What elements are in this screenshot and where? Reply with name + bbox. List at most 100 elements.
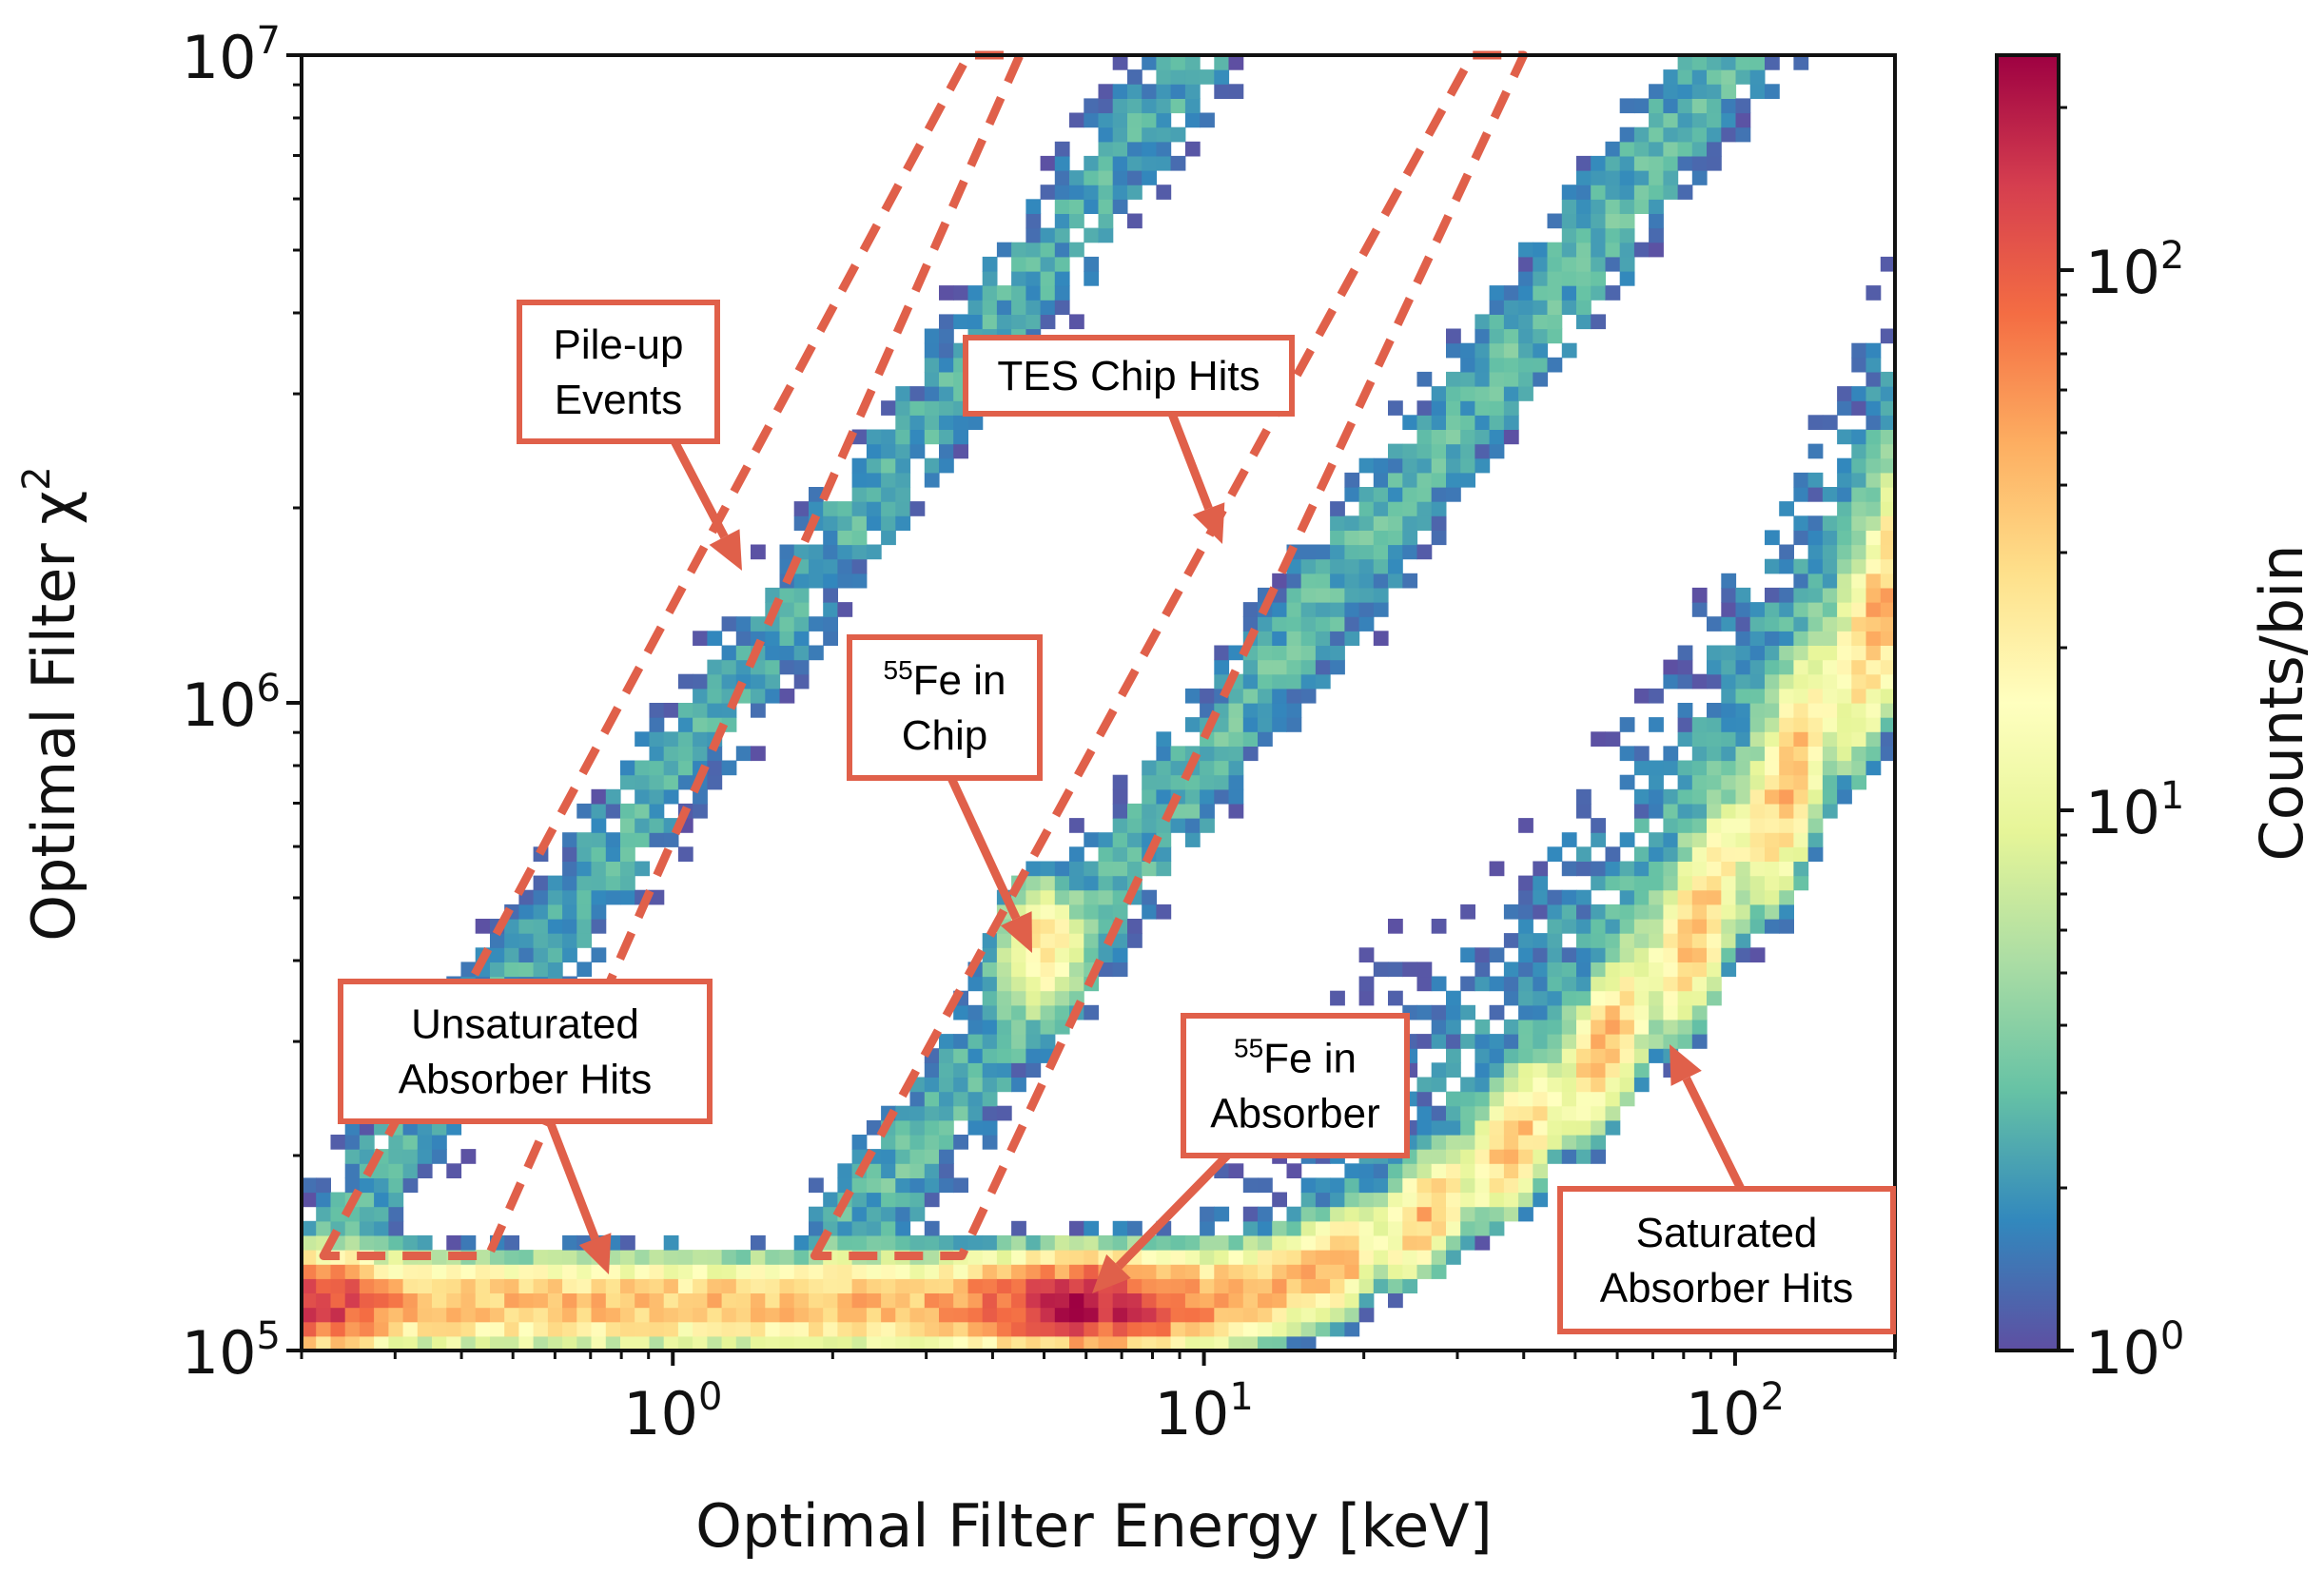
heatmap-cell (953, 1062, 968, 1078)
heatmap-cell (1518, 1177, 1533, 1194)
heatmap-cell (1633, 1048, 1650, 1063)
heatmap-cell (735, 631, 752, 646)
heatmap-cell (446, 1278, 462, 1293)
heatmap-cell (996, 1019, 1012, 1035)
heatmap-cell (1518, 889, 1533, 905)
heatmap-cell (1025, 1292, 1042, 1309)
heatmap-cell (1170, 1278, 1186, 1293)
fe55-in-absorber-box (1181, 1013, 1410, 1158)
heatmap-cell (1474, 976, 1491, 992)
heatmap-cell (1184, 1264, 1201, 1279)
heatmap-cell (1765, 602, 1780, 617)
heatmap-cell (1446, 1062, 1461, 1078)
heatmap-cell (1807, 515, 1824, 531)
heatmap-cell (765, 673, 781, 690)
heatmap-cell (417, 1307, 433, 1323)
heatmap-cell (1837, 760, 1852, 776)
heatmap-cell (1373, 1192, 1389, 1208)
heatmap-cell (1807, 673, 1824, 690)
heatmap-cell (1591, 155, 1606, 171)
heatmap-cell (446, 1234, 462, 1251)
heatmap-cell (779, 1250, 795, 1265)
heatmap-cell (909, 1292, 926, 1309)
heatmap-cell (1315, 558, 1331, 574)
heatmap-cell (1388, 457, 1403, 474)
heatmap-cell (547, 962, 563, 978)
heatmap-cell (1605, 227, 1621, 243)
heatmap-cell (1084, 919, 1100, 934)
heatmap-cell (591, 1335, 607, 1351)
heatmap-cell (1533, 256, 1549, 272)
heatmap-cell (1431, 1135, 1447, 1150)
heatmap-cell (1388, 919, 1403, 934)
heatmap-cell (1822, 544, 1838, 560)
heatmap-cell (881, 1206, 896, 1222)
heatmap-cell (895, 386, 911, 401)
heatmap-cell (1822, 760, 1838, 776)
heatmap-cell (765, 659, 781, 675)
heatmap-cell (1142, 155, 1157, 171)
heatmap-cell (1300, 558, 1317, 574)
heatmap-cell (1098, 227, 1114, 243)
heatmap-cell (1707, 69, 1722, 85)
heatmap-cell (1619, 875, 1635, 891)
heatmap-cell (693, 1335, 708, 1351)
heatmap-cell (1561, 285, 1577, 301)
heatmap-cell (909, 1149, 926, 1164)
heatmap-cell (967, 1019, 984, 1035)
heatmap-cell (982, 1307, 998, 1323)
heatmap-cell (851, 573, 868, 589)
heatmap-cell (1807, 544, 1824, 560)
heatmap-cell (1286, 1206, 1302, 1222)
heatmap-cell (533, 947, 549, 962)
heatmap-cell (1300, 1307, 1317, 1323)
heatmap-cell (765, 1292, 781, 1309)
heatmap-cell (562, 1250, 577, 1265)
heatmap-cell (996, 933, 1012, 948)
colorbar-tick-label-exp: 1 (2160, 774, 2184, 818)
heatmap-cell (953, 1292, 968, 1309)
heatmap-cell (1474, 1105, 1491, 1121)
heatmap-cell (1649, 919, 1664, 934)
heatmap-cell (1822, 602, 1838, 617)
heatmap-cell (1533, 1062, 1549, 1078)
heatmap-cell (1040, 185, 1056, 200)
heatmap-cell (1779, 760, 1794, 776)
heatmap-cell (823, 1321, 838, 1337)
heatmap-cell (953, 1048, 968, 1063)
heatmap-cell (1358, 457, 1375, 474)
heatmap-cell (1242, 688, 1259, 704)
x-tick-label-base: 10 (1154, 1379, 1229, 1448)
heatmap-cell (1663, 846, 1679, 862)
heatmap-cell (1098, 185, 1114, 200)
heatmap-cell (793, 1278, 810, 1293)
heatmap-cell (1460, 1004, 1475, 1020)
heatmap-cell (1011, 1234, 1026, 1251)
heatmap-cell (446, 1321, 462, 1337)
heatmap-cell (1591, 1004, 1606, 1020)
heatmap-cell (1533, 861, 1549, 877)
heatmap-cell (1446, 371, 1461, 387)
heatmap-cell (1388, 530, 1403, 546)
heatmap-cell (504, 1234, 519, 1251)
heatmap-cell (1025, 976, 1042, 992)
heatmap-cell (635, 1307, 650, 1323)
heatmap-cell (1228, 731, 1244, 747)
heatmap-cell (1605, 1105, 1621, 1121)
heatmap-cell (1112, 803, 1128, 819)
heatmap-cell (533, 933, 549, 948)
heatmap-cell (953, 1091, 968, 1107)
heatmap-cell (605, 1307, 621, 1323)
heatmap-cell (793, 631, 810, 646)
heatmap-cell (1880, 472, 1896, 488)
heatmap-cell (1054, 227, 1070, 243)
heatmap-cell (1749, 861, 1766, 877)
heatmap-cell (533, 1250, 549, 1265)
heatmap-cell (1489, 371, 1505, 387)
heatmap-cell (504, 1278, 519, 1293)
heatmap-cell (1721, 645, 1737, 661)
heatmap-cell (693, 717, 708, 732)
heatmap-cell (1707, 933, 1722, 948)
heatmap-cell (1749, 69, 1766, 85)
heatmap-cell (591, 846, 607, 862)
